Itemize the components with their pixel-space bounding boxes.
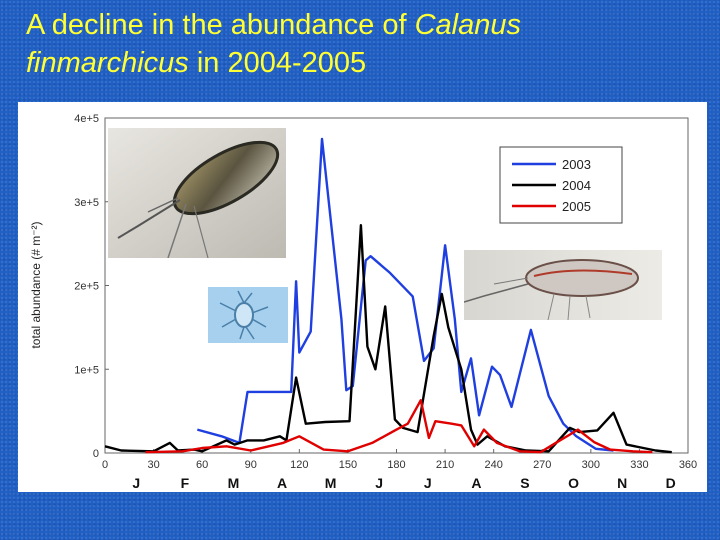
x-tick-label: 300 — [582, 459, 600, 471]
month-label: J — [375, 475, 383, 491]
month-label: J — [424, 475, 432, 491]
month-label: F — [181, 475, 190, 491]
y-tick-label: 2e+5 — [74, 281, 99, 293]
month-label: A — [471, 475, 481, 491]
x-tick-label: 240 — [484, 459, 502, 471]
legend: 2003 2004 2005 — [499, 146, 623, 224]
title-species-epithet: finmarchicus — [26, 47, 189, 79]
slide-title: A decline in the abundance of Calanus fi… — [26, 6, 706, 82]
legend-label-2004: 2004 — [562, 178, 591, 193]
axis-ticks: 0 30 60 90 120 150 180 210 240 270 300 330 360 0 1e+5 2… — [74, 113, 697, 491]
legend-label-2003: 2003 — [562, 157, 591, 172]
series-line-2005 — [145, 399, 653, 454]
x-tick-label: 360 — [679, 459, 697, 471]
title-line-1: A decline in the abundance of Calanus — [26, 6, 706, 44]
x-tick-label: 30 — [147, 459, 159, 471]
series-line-2003 — [196, 137, 614, 452]
x-tick-label: 60 — [196, 459, 208, 471]
y-tick-label: 4e+5 — [74, 113, 99, 125]
title-text-plain: A decline in the abundance of — [26, 9, 415, 41]
month-label: J — [132, 475, 140, 491]
y-axis-label: total abundance (# m⁻²) — [29, 221, 43, 348]
chart-panel: 0 30 60 90 120 150 180 210 240 270 300 330 360 0 1e+5 2… — [18, 102, 707, 492]
x-tick-label: 120 — [290, 459, 308, 471]
copepod-photo-icon — [108, 128, 286, 258]
month-label: N — [617, 475, 627, 491]
title-line-2: finmarchicus in 2004-2005 — [26, 44, 706, 82]
title-text-years: in 2004-2005 — [188, 47, 367, 79]
x-tick-label: 180 — [387, 459, 405, 471]
month-label: A — [277, 475, 287, 491]
month-label: D — [666, 475, 676, 491]
nauplius-photo-icon — [208, 287, 288, 343]
title-species-genus: Calanus — [414, 9, 521, 41]
month-label: M — [228, 475, 240, 491]
x-tick-label: 150 — [339, 459, 357, 471]
x-tick-label: 0 — [102, 459, 108, 471]
x-tick-label: 270 — [533, 459, 551, 471]
month-label: S — [520, 475, 529, 491]
y-tick-label: 3e+5 — [74, 197, 99, 209]
series-lines — [104, 137, 672, 454]
abundance-chart: 0 30 60 90 120 150 180 210 240 270 300 330 360 0 1e+5 2… — [29, 113, 697, 491]
month-label: O — [568, 475, 579, 491]
y-tick-label: 0 — [93, 448, 99, 460]
copepod-photo-icon — [464, 250, 662, 320]
x-tick-label: 210 — [436, 459, 454, 471]
y-tick-label: 1e+5 — [74, 364, 99, 376]
month-label: M — [325, 475, 337, 491]
legend-label-2005: 2005 — [562, 199, 591, 214]
x-tick-label: 90 — [245, 459, 257, 471]
x-tick-label: 330 — [630, 459, 648, 471]
